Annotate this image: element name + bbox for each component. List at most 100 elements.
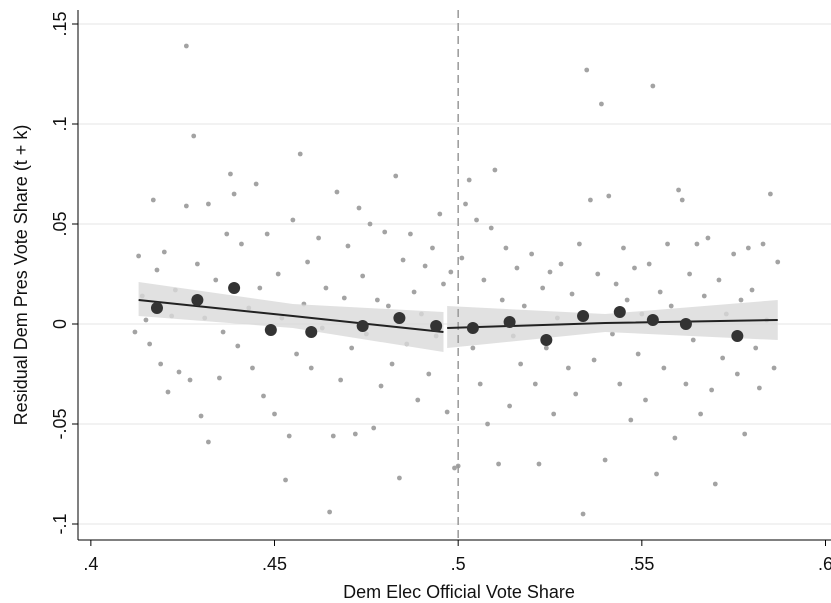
point <box>205 201 211 207</box>
point <box>698 411 704 417</box>
point <box>503 245 509 251</box>
confidence-band <box>447 300 778 348</box>
point <box>536 461 542 467</box>
point <box>459 255 465 261</box>
point <box>235 343 241 349</box>
point <box>150 197 156 203</box>
point <box>305 259 310 265</box>
bin-mean <box>731 330 744 342</box>
point <box>610 331 615 337</box>
bin-mean <box>356 320 369 332</box>
point <box>488 225 494 231</box>
point <box>430 245 435 251</box>
point <box>253 181 259 187</box>
point <box>665 241 670 247</box>
bin-mean <box>150 302 163 314</box>
bin-mean <box>540 334 553 346</box>
point <box>650 83 656 89</box>
point <box>599 101 604 107</box>
point <box>775 259 781 265</box>
point <box>628 417 634 423</box>
point <box>220 329 226 335</box>
point <box>187 377 193 383</box>
point <box>323 285 329 291</box>
point <box>661 365 667 371</box>
point <box>760 241 766 247</box>
point <box>385 303 391 309</box>
point <box>257 285 263 291</box>
x-tick-label: .45 <box>262 554 287 574</box>
point <box>551 411 557 417</box>
point <box>485 421 490 427</box>
point <box>709 387 715 393</box>
point <box>745 245 751 251</box>
point <box>720 355 726 361</box>
point <box>194 261 200 267</box>
point <box>371 425 377 431</box>
point <box>532 381 538 387</box>
point <box>540 285 546 291</box>
point <box>565 365 571 371</box>
point <box>657 289 663 295</box>
bin-mean <box>466 322 479 334</box>
point <box>518 361 524 367</box>
point <box>576 241 582 247</box>
point <box>360 273 366 279</box>
point <box>558 261 564 267</box>
point <box>224 231 230 237</box>
point <box>176 369 182 375</box>
point <box>213 277 219 283</box>
point <box>275 271 281 277</box>
point <box>617 381 623 387</box>
point <box>463 201 468 207</box>
y-tick-label: -.05 <box>50 408 70 439</box>
point <box>378 383 384 389</box>
point <box>411 289 417 295</box>
point <box>228 171 233 177</box>
point <box>492 167 498 173</box>
bin-mean <box>305 326 318 338</box>
point <box>261 393 266 399</box>
point <box>749 287 755 293</box>
point <box>334 189 340 195</box>
point <box>345 243 351 249</box>
bin-mean <box>679 318 692 330</box>
point <box>705 235 711 241</box>
point <box>668 303 674 309</box>
point <box>294 351 299 357</box>
point <box>496 461 501 467</box>
point <box>356 205 362 211</box>
point <box>264 231 270 237</box>
point <box>672 435 678 441</box>
point <box>382 229 388 235</box>
point <box>606 193 612 199</box>
point <box>147 341 153 347</box>
point <box>422 263 428 269</box>
point <box>694 241 700 247</box>
point <box>690 337 696 343</box>
point <box>481 277 487 283</box>
point <box>161 249 167 255</box>
point <box>477 381 483 387</box>
point <box>191 133 197 139</box>
point <box>624 297 630 303</box>
point <box>183 203 189 209</box>
bin-mean <box>646 314 659 326</box>
point <box>327 509 333 515</box>
point <box>165 389 171 395</box>
point <box>683 381 689 387</box>
point <box>143 317 149 323</box>
point <box>731 251 737 257</box>
point <box>507 403 512 409</box>
point <box>231 191 237 197</box>
point <box>712 481 718 487</box>
x-tick-label: .4 <box>83 554 98 574</box>
point <box>286 433 292 439</box>
point <box>308 365 314 371</box>
point <box>154 267 160 273</box>
point <box>470 345 476 351</box>
point <box>349 345 355 351</box>
point <box>132 329 138 335</box>
point <box>521 303 527 309</box>
point <box>437 211 443 217</box>
